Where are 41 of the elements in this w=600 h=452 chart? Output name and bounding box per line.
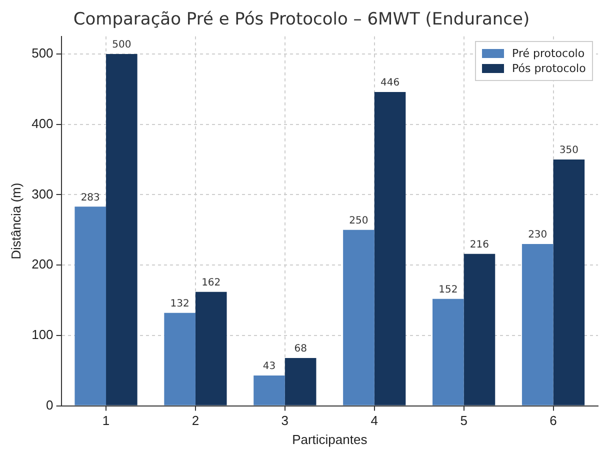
bar [284, 358, 316, 406]
bar [374, 92, 406, 406]
data-label: 216 [470, 239, 490, 250]
data-label: 68 [294, 344, 307, 355]
bar [464, 254, 496, 406]
y-axis-title: Distância (m) [8, 182, 24, 260]
bar [195, 292, 227, 406]
bar [254, 376, 285, 406]
bar [343, 230, 374, 406]
x-tick-label: 3 [281, 413, 289, 428]
bar [164, 312, 196, 406]
y-tick-label: 0 [46, 397, 54, 412]
data-label: 350 [559, 145, 578, 156]
bar [432, 298, 464, 406]
y-tick-label: 300 [32, 186, 54, 202]
data-label: 500 [112, 40, 132, 51]
data-label: 162 [202, 277, 221, 288]
bar [522, 244, 554, 406]
legend-label: Pré protocolo [512, 47, 585, 60]
y-tick-label: 100 [32, 327, 54, 342]
y-tick-label: 200 [32, 256, 54, 272]
data-label: 230 [528, 230, 548, 241]
data-label: 43 [262, 361, 276, 372]
x-tick-label: 1 [102, 413, 110, 428]
bar [106, 54, 138, 406]
y-tick-label: 400 [32, 116, 54, 131]
x-tick-label: 2 [192, 413, 200, 428]
data-label: 132 [170, 298, 190, 310]
x-tick-label: 5 [460, 413, 468, 428]
data-label: 250 [349, 215, 368, 226]
x-tick-label: 6 [550, 413, 557, 428]
data-label: 152 [438, 284, 458, 296]
y-tick-label: 500 [32, 46, 54, 61]
bar [74, 206, 106, 406]
x-axis-title: Participantes [292, 432, 368, 447]
data-label: 283 [80, 192, 100, 204]
chart-title: Comparação Pré e Pós Protocolo – 6MWT (Endurance) [73, 10, 530, 30]
legend-label: Pós protocolo [512, 62, 586, 76]
x-tick-label: 4 [370, 413, 378, 428]
data-label: 446 [380, 78, 400, 89]
bar [553, 160, 585, 406]
